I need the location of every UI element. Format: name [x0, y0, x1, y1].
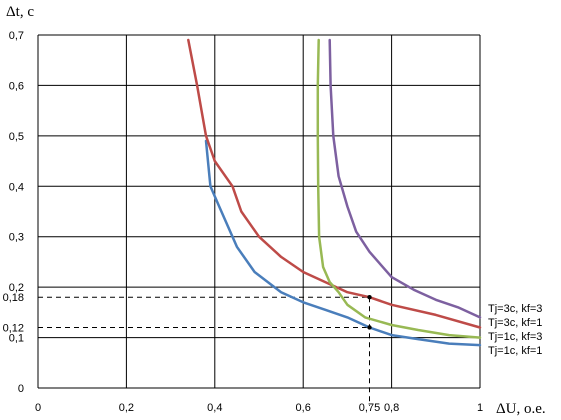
y-tick-label-9: 0,7 — [9, 30, 24, 42]
y-tick-label-5: 0,3 — [9, 232, 24, 244]
x-tick-label-1: 0,2 — [119, 402, 134, 414]
x-tick-label-2: 0,4 — [207, 402, 222, 414]
x-tick-label-6: 1 — [477, 402, 483, 414]
legend-entry-2: Tj=1c, kf=3 — [488, 331, 542, 343]
series-line-2 — [316, 38, 482, 339]
x-tick-label-4: 0,75 — [359, 402, 380, 414]
y-tick-label-7: 0,5 — [9, 131, 24, 143]
x-tick-label-3: 0,6 — [296, 402, 311, 414]
y-axis-title: Δt, с — [6, 4, 34, 20]
legend-entry-3: Tj=1c, kf=1 — [488, 345, 542, 357]
grid — [37, 34, 481, 389]
y-tick-label-8: 0,6 — [9, 80, 24, 92]
legend-entry-1: Tj=3c, kf=1 — [488, 317, 542, 329]
series-line-3 — [328, 38, 482, 319]
y-tick-label-0: 0 — [18, 383, 24, 395]
legend: Tj=3c, kf=3 Tj=3c, kf=1 Tj=1c, kf=3 Tj=1c, … — [488, 303, 542, 357]
y-tick-label-2: 0,12 — [3, 322, 24, 334]
y-tick-label-1: 0,1 — [9, 333, 24, 345]
series-line-0 — [204, 139, 482, 347]
reference-point-0 — [367, 295, 372, 300]
x-axis-title: ΔU, о.е. — [496, 401, 546, 417]
legend-entry-0: Tj=3c, kf=3 — [488, 303, 542, 315]
x-tick-label-5: 0,8 — [384, 402, 399, 414]
reference-points — [367, 295, 372, 330]
series-line-1 — [187, 38, 482, 329]
y-tick-label-6: 0,4 — [9, 181, 24, 193]
y-tick-label-4: 0,2 — [9, 282, 24, 294]
x-tick-label-0: 0 — [35, 402, 41, 414]
reference-lines — [38, 296, 370, 406]
reference-point-1 — [367, 325, 372, 330]
y-tick-labels: 0 0,10,12 0,180,2 0,3 0,4 0,5 0,6 0,7 — [3, 30, 24, 395]
x-tick-labels: 0 0,2 0,4 0,6 0,75 0,8 1 — [35, 402, 483, 414]
y-tick-label-3: 0,18 — [3, 292, 24, 304]
series-lines — [187, 38, 482, 347]
